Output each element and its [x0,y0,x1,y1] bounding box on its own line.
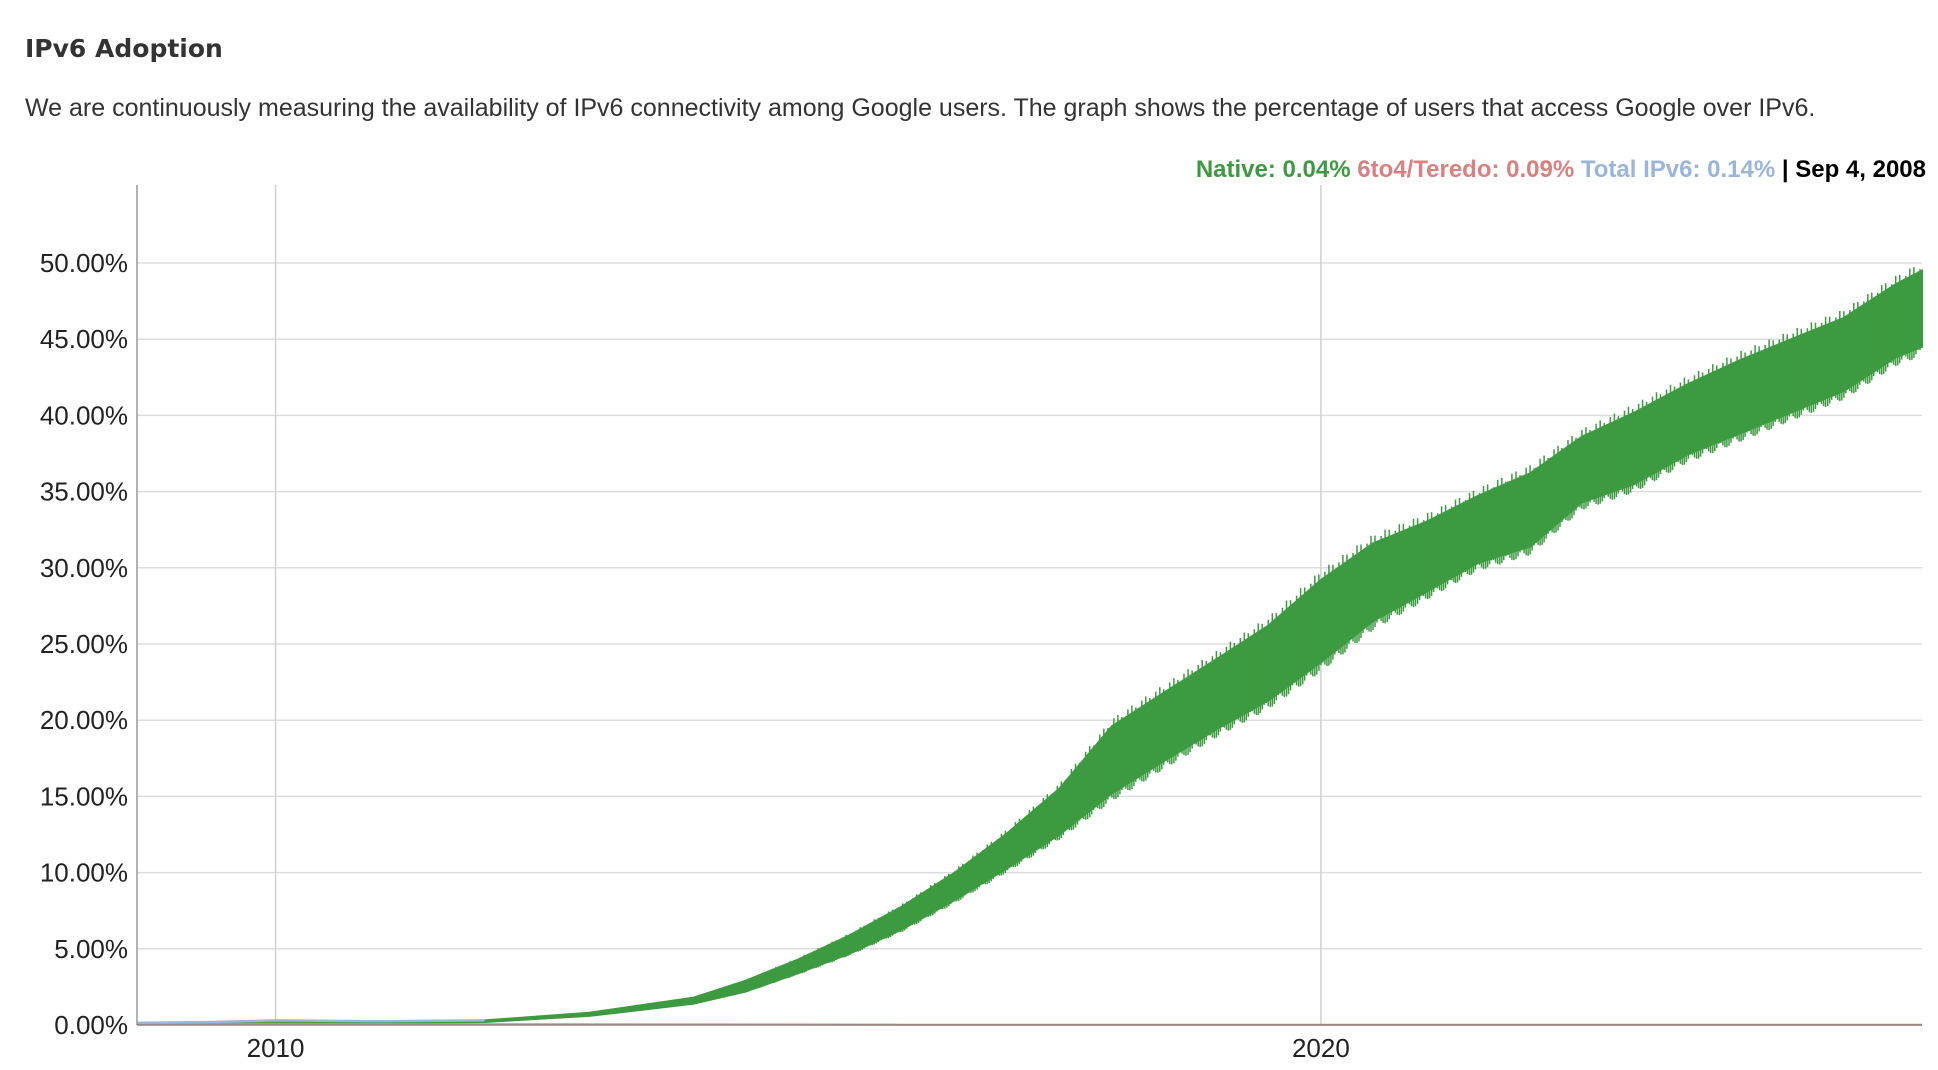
x-tick-label: 2010 [247,1033,305,1063]
legend-date: Sep 4, 2008 [1795,156,1926,183]
y-tick-label: 45.00% [40,324,128,354]
y-tick-label: 25.00% [40,629,128,659]
y-tick-label: 20.00% [40,705,128,735]
series-native-noise [140,267,1921,1025]
y-tick-label: 15.00% [40,781,128,811]
chart-legend: Native: 0.04% 6to4/Teredo: 0.09% Total I… [1196,156,1926,184]
y-tick-label: 50.00% [40,248,128,278]
y-tick-label: 35.00% [40,477,128,507]
x-tick-label: 2020 [1292,1033,1350,1063]
series-total-line[interactable] [136,1019,485,1025]
y-tick-label: 5.00% [54,934,128,964]
series-layer [136,267,1923,1026]
y-tick-label: 10.00% [40,858,128,888]
y-tick-label: 0.00% [54,1010,128,1040]
page-title: IPv6 Adoption [25,34,223,63]
y-tick-label: 40.00% [40,400,128,430]
grid-layer [137,185,1922,1025]
ipv6-adoption-chart[interactable]: 0.00% 5.00% 10.00% 15.00% 20.00% 25.00% 30.00%… [0,185,1938,1070]
legend-native: Native: 0.04% [1195,156,1351,183]
axis-layer: 0.00% 5.00% 10.00% 15.00% 20.00% 25.00% 30.00%… [40,185,1922,1063]
legend-teredo: 6to4/Teredo: 0.09% [1357,156,1575,183]
legend-separator: | [1781,156,1789,183]
legend-total: Total IPv6: 0.14% [1580,156,1776,183]
y-tick-label: 30.00% [40,553,128,583]
series-native-band[interactable] [136,268,1923,1026]
page-description: We are continuously measuring the availa… [25,94,1816,122]
